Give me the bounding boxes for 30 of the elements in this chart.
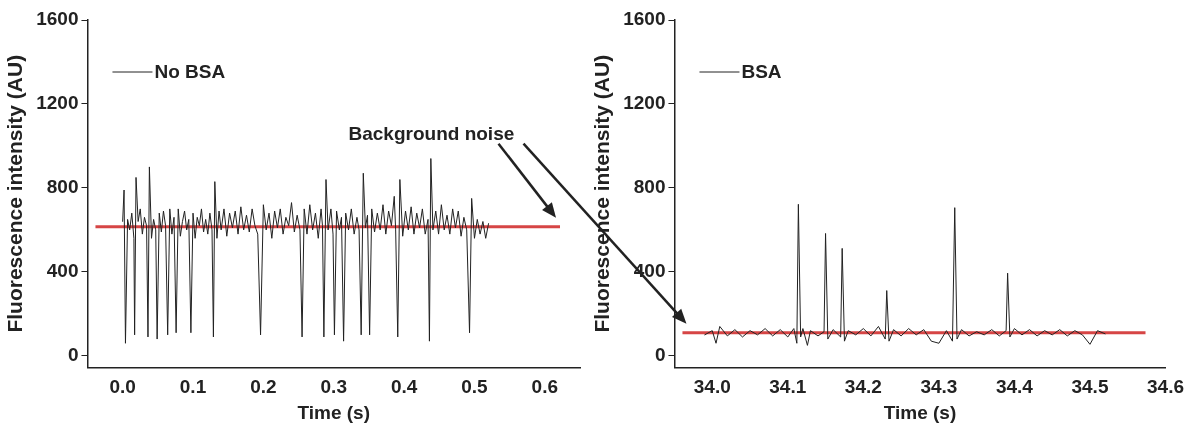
legend-label: BSA [741,61,782,83]
x-axis-title: Time (s) [297,401,370,423]
y-tick-label: 0 [654,344,666,366]
x-tick-label: 0.2 [250,376,277,398]
annotation: Background noise [348,122,515,144]
legend-label: No BSA [154,61,226,83]
y-tick-label: 800 [633,176,666,198]
x-tick-label: 0.1 [179,376,207,398]
y-tick-label: 800 [46,176,79,198]
y-tick-label: 0 [67,344,79,366]
x-tick-label: 0.5 [461,376,489,398]
x-tick-label: 34.1 [769,376,807,398]
x-tick-label: 34.4 [995,376,1034,398]
x-tick-label: 34.2 [844,376,882,398]
x-tick-label: 34.6 [1147,376,1184,398]
x-axis-title: Time (s) [883,401,957,423]
y-tick-label: 1200 [623,92,666,114]
x-tick-label: 0.4 [390,376,418,398]
y-tick-label: 1600 [623,8,666,30]
y-tick-label: 1200 [36,92,79,114]
x-tick-label: 34.0 [693,376,731,398]
y-tick-label: 400 [46,260,79,282]
x-tick-label: 34.5 [1071,376,1109,398]
x-tick-label: 0.3 [320,376,347,398]
y-axis-title: Fluorescence intensity (AU) [3,54,27,333]
x-tick-label: 34.3 [920,376,958,398]
x-tick-label: 0.6 [531,376,559,398]
x-tick-label: 0.0 [109,376,136,398]
y-axis-title: Fluorescence intensity (AU) [590,54,614,333]
y-tick-label: 1600 [36,8,79,30]
